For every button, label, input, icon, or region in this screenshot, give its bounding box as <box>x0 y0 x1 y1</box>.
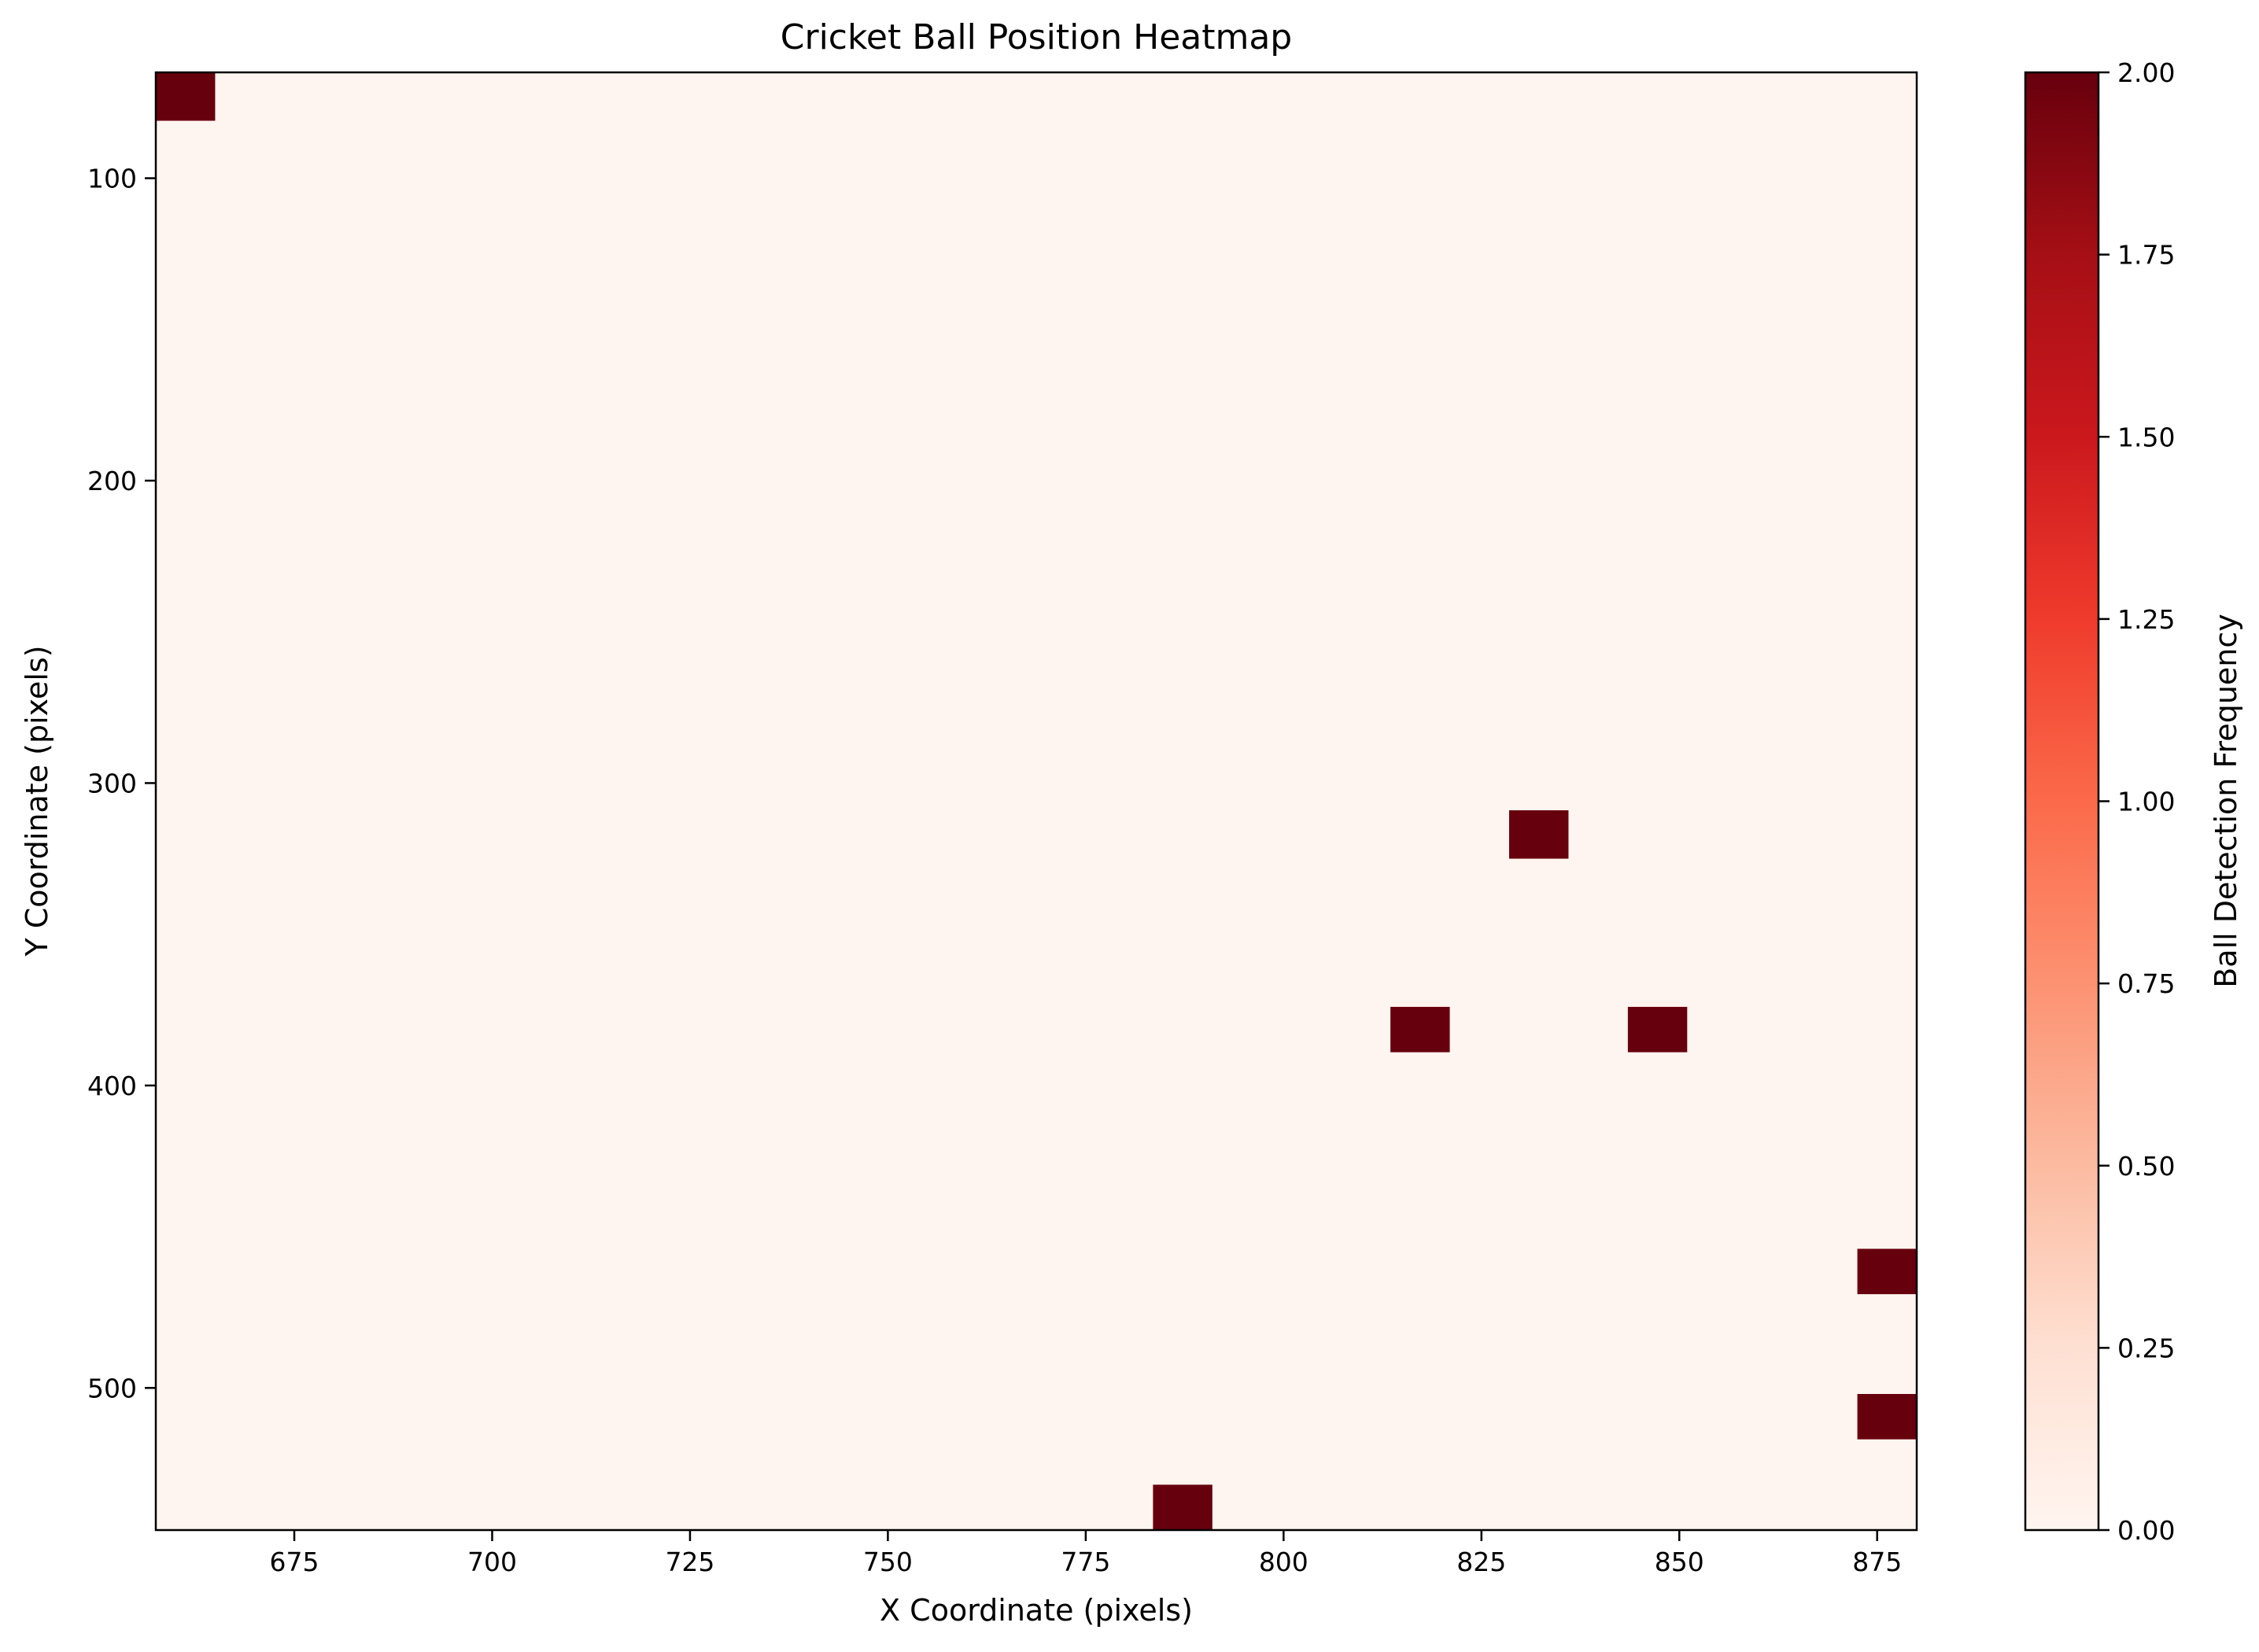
colorbar-gradient <box>2024 71 2100 1532</box>
y-tick-label: 200 <box>87 466 137 496</box>
colorbar-tick-label: 0.50 <box>2117 1151 2175 1182</box>
heatmap-cell <box>1390 1006 1450 1053</box>
colorbar-tick-label: 1.25 <box>2117 604 2175 635</box>
colorbar-label: Ball Detection Frequency <box>2209 614 2243 988</box>
x-tick-label: 800 <box>1259 1547 1309 1577</box>
x-tick-label: 825 <box>1456 1547 1506 1577</box>
colorbar: 0.00 0.25 0.50 0.75 1.00 1.25 1.50 1.75 2.00 Bal… <box>2024 57 2243 1546</box>
heatmap-background <box>156 72 1917 1530</box>
heatmap-cell <box>156 72 216 121</box>
x-tick-label: 725 <box>665 1547 714 1577</box>
x-tick-label: 775 <box>1061 1547 1110 1577</box>
y-axis-ticks: 100 200 300 400 500 <box>87 164 156 1403</box>
heatmap-cells <box>156 72 1917 1530</box>
x-tick-label: 850 <box>1655 1547 1704 1577</box>
y-axis-label: Y Coordinate (pixels) <box>20 645 54 957</box>
x-tick-label: 700 <box>467 1547 517 1577</box>
x-axis-label: X Coordinate (pixels) <box>880 1593 1193 1628</box>
chart-title: Cricket Ball Position Heatmap <box>781 17 1292 57</box>
colorbar-tick-label: 1.50 <box>2117 422 2175 452</box>
x-tick-label: 875 <box>1852 1547 1902 1577</box>
colorbar-tick-label: 0.00 <box>2117 1515 2175 1546</box>
heatmap-cell <box>1857 1248 1917 1295</box>
heatmap-cell <box>1627 1006 1688 1053</box>
colorbar-tick-label: 2.00 <box>2117 57 2175 88</box>
colorbar-tick-label: 0.25 <box>2117 1333 2175 1363</box>
colorbar-tick-label: 1.75 <box>2117 240 2175 271</box>
y-tick-label: 100 <box>87 164 137 194</box>
y-tick-label: 500 <box>87 1373 137 1403</box>
colorbar-tick-label: 0.75 <box>2117 968 2175 999</box>
x-tick-label: 675 <box>270 1547 319 1577</box>
colorbar-ticks: 0.00 0.25 0.50 0.75 1.00 1.25 1.50 1.75 2.00 <box>2098 57 2175 1546</box>
plot-frame <box>154 71 1918 1532</box>
x-axis-ticks: 675 700 725 750 775 800 825 850 875 <box>270 1530 1902 1577</box>
heatmap-cell <box>1857 1394 1917 1440</box>
colorbar-tick-label: 1.00 <box>2117 787 2175 817</box>
plot-area <box>154 71 1918 1532</box>
x-tick-label: 750 <box>863 1547 913 1577</box>
heatmap-cell <box>1508 810 1569 859</box>
y-tick-label: 300 <box>87 768 137 798</box>
y-tick-label: 400 <box>87 1071 137 1101</box>
heatmap-cell <box>1153 1484 1213 1530</box>
